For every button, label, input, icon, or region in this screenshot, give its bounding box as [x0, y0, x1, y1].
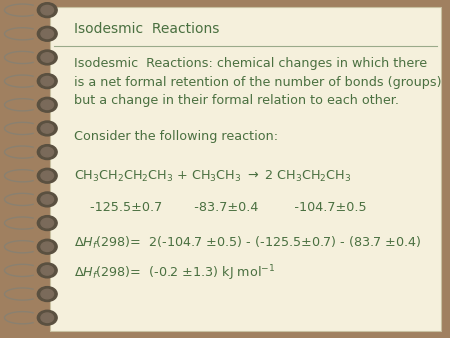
Text: -125.5±0.7        -83.7±0.4         -104.7±0.5: -125.5±0.7 -83.7±0.4 -104.7±0.5 — [74, 201, 367, 214]
Text: CH$_3$CH$_2$CH$_2$CH$_3$ + CH$_3$CH$_3$ $\rightarrow$ 2 CH$_3$CH$_2$CH$_3$: CH$_3$CH$_2$CH$_2$CH$_3$ + CH$_3$CH$_3$ … — [74, 169, 352, 184]
FancyBboxPatch shape — [50, 7, 441, 331]
Circle shape — [37, 74, 57, 89]
Circle shape — [37, 287, 57, 301]
Circle shape — [41, 5, 54, 15]
Text: Consider the following reaction:: Consider the following reaction: — [74, 130, 279, 143]
Circle shape — [41, 124, 54, 133]
Circle shape — [37, 239, 57, 254]
Circle shape — [37, 310, 57, 325]
Circle shape — [41, 218, 54, 228]
Circle shape — [41, 266, 54, 275]
Circle shape — [37, 263, 57, 278]
Circle shape — [41, 147, 54, 157]
Circle shape — [37, 168, 57, 183]
Circle shape — [37, 121, 57, 136]
Circle shape — [41, 53, 54, 62]
Circle shape — [37, 26, 57, 41]
Circle shape — [41, 195, 54, 204]
Circle shape — [37, 192, 57, 207]
Text: $\Delta H_f$(298)=  (-0.2 $\pm$1.3) kJ mol$^{-1}$: $\Delta H_f$(298)= (-0.2 $\pm$1.3) kJ mo… — [74, 264, 275, 283]
Circle shape — [37, 145, 57, 160]
Circle shape — [37, 50, 57, 65]
Text: Isodesmic  Reactions: chemical changes in which there
is a net formal retention : Isodesmic Reactions: chemical changes in… — [74, 57, 442, 107]
Circle shape — [41, 76, 54, 86]
Circle shape — [41, 289, 54, 299]
Circle shape — [37, 216, 57, 231]
Text: Isodesmic  Reactions: Isodesmic Reactions — [74, 22, 220, 36]
Circle shape — [41, 171, 54, 180]
Circle shape — [37, 3, 57, 18]
Text: $\Delta H_f$(298)=  2(-104.7 $\pm$0.5) - (-125.5$\pm$0.7) - (83.7 $\pm$0.4): $\Delta H_f$(298)= 2(-104.7 $\pm$0.5) - … — [74, 235, 422, 251]
Circle shape — [41, 242, 54, 251]
Circle shape — [41, 29, 54, 39]
Circle shape — [37, 97, 57, 112]
Circle shape — [41, 313, 54, 322]
Circle shape — [41, 100, 54, 110]
